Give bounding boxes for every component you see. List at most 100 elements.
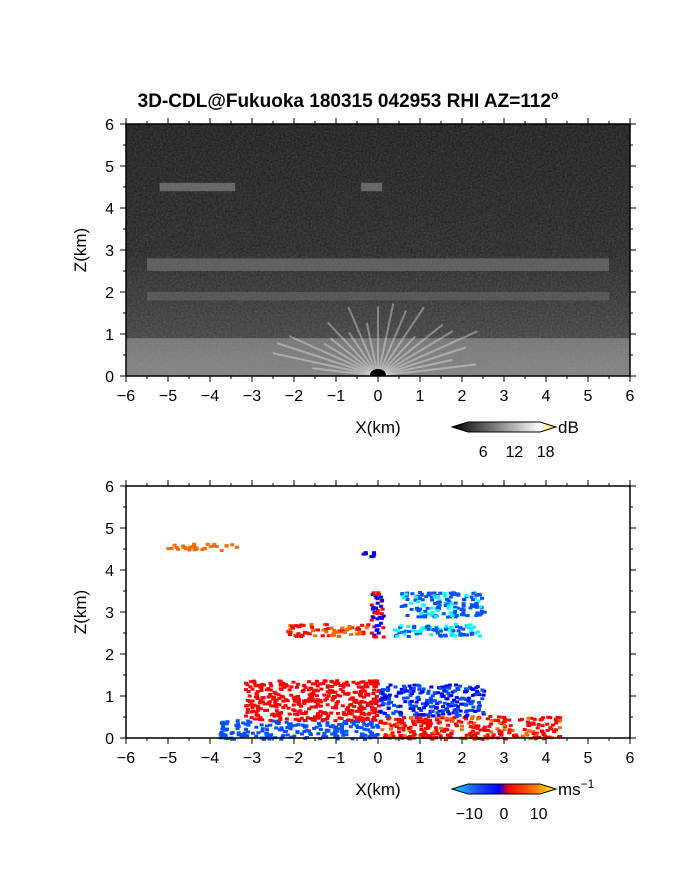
velocity-point <box>361 552 366 556</box>
velocity-point <box>252 717 257 721</box>
velocity-point <box>332 730 337 734</box>
velocity-point <box>408 734 412 738</box>
velocity-point <box>411 708 416 712</box>
velocity-point <box>460 724 464 728</box>
velocity-point <box>531 732 536 735</box>
velocity-point <box>291 680 296 684</box>
velocity-point <box>365 701 370 705</box>
velocity-point <box>554 728 558 732</box>
bottom-y-tick-label: 6 <box>105 479 114 496</box>
velocity-point <box>481 727 486 731</box>
velocity-point <box>321 682 326 686</box>
velocity-point <box>430 610 435 614</box>
velocity-point <box>329 679 334 683</box>
velocity-point <box>273 692 278 695</box>
velocity-point <box>344 680 349 684</box>
velocity-point <box>176 547 181 551</box>
velocity-point <box>391 712 396 716</box>
velocity-point <box>366 623 371 627</box>
velocity-point <box>260 727 265 731</box>
velocity-point <box>441 685 446 689</box>
velocity-point <box>395 634 399 638</box>
velocity-point <box>502 720 507 723</box>
velocity-point <box>244 704 249 708</box>
bottom-x-tick-label: 4 <box>542 750 551 767</box>
velocity-point <box>394 694 399 698</box>
velocity-point <box>380 728 385 732</box>
velocity-point <box>408 703 413 707</box>
velocity-point <box>442 701 447 705</box>
velocity-point <box>302 683 307 687</box>
velocity-point <box>444 627 449 631</box>
velocity-point <box>476 705 481 709</box>
velocity-point <box>220 727 225 731</box>
velocity-point <box>408 725 413 729</box>
velocity-point <box>314 679 319 683</box>
velocity-point <box>478 728 483 732</box>
velocity-point <box>437 720 442 724</box>
velocity-point <box>310 625 315 629</box>
velocity-point <box>545 728 550 732</box>
velocity-point <box>538 718 543 722</box>
velocity-point <box>371 616 376 620</box>
velocity-point <box>336 682 341 685</box>
velocity-point <box>246 690 251 694</box>
velocity-point <box>423 609 428 613</box>
velocity-point <box>434 706 439 710</box>
velocity-point <box>342 630 347 634</box>
velocity-point <box>270 719 275 723</box>
velocity-point <box>475 690 480 693</box>
velocity-point <box>260 729 265 733</box>
velocity-point <box>304 729 309 733</box>
velocity-point <box>334 702 339 705</box>
velocity-point <box>443 634 448 638</box>
velocity-point <box>418 591 423 594</box>
velocity-point <box>277 719 281 723</box>
top-x-tick-label: 3 <box>500 388 509 405</box>
velocity-point <box>307 699 312 703</box>
velocity-point <box>385 714 390 718</box>
velocity-point <box>400 718 404 722</box>
velocity-point <box>447 712 452 716</box>
velocity-point <box>281 681 286 685</box>
velocity-point <box>464 733 469 737</box>
velocity-point <box>540 724 545 728</box>
velocity-point <box>333 681 338 685</box>
velocity-point <box>435 629 440 633</box>
velocity-point <box>324 712 329 716</box>
velocity-point <box>324 735 329 739</box>
velocity-point <box>438 734 443 738</box>
top-y-tick-label: 0 <box>105 369 114 386</box>
velocity-point <box>449 694 454 698</box>
bottom-y-tick-label: 2 <box>105 647 114 664</box>
velocity-point <box>440 709 445 713</box>
velocity-point <box>480 688 485 692</box>
velocity-point <box>309 687 314 691</box>
velocity-point <box>455 700 460 704</box>
velocity-point <box>534 733 539 737</box>
velocity-point <box>493 718 498 722</box>
velocity-point <box>398 625 403 629</box>
velocity-point <box>545 722 550 726</box>
velocity-point <box>386 702 391 706</box>
velocity-point <box>276 693 281 697</box>
top-y-tick-label: 5 <box>105 159 114 176</box>
velocity-point <box>370 725 375 729</box>
bottom-y-tick-label: 4 <box>105 563 114 580</box>
velocity-point <box>369 555 374 559</box>
velocity-point <box>429 700 434 704</box>
velocity-point <box>326 684 330 688</box>
top-y-tick-label: 1 <box>105 327 114 344</box>
velocity-point <box>291 626 296 630</box>
velocity-point <box>451 629 456 633</box>
velocity-point <box>373 685 378 689</box>
velocity-point <box>474 604 479 608</box>
velocity-point <box>181 545 186 549</box>
velocity-point <box>454 714 459 718</box>
velocity-point <box>265 728 270 732</box>
velocity-point <box>558 719 562 723</box>
velocity-point <box>369 618 374 622</box>
velocity-point <box>243 728 248 732</box>
velocity-point <box>308 694 313 697</box>
velocity-point <box>288 631 293 634</box>
